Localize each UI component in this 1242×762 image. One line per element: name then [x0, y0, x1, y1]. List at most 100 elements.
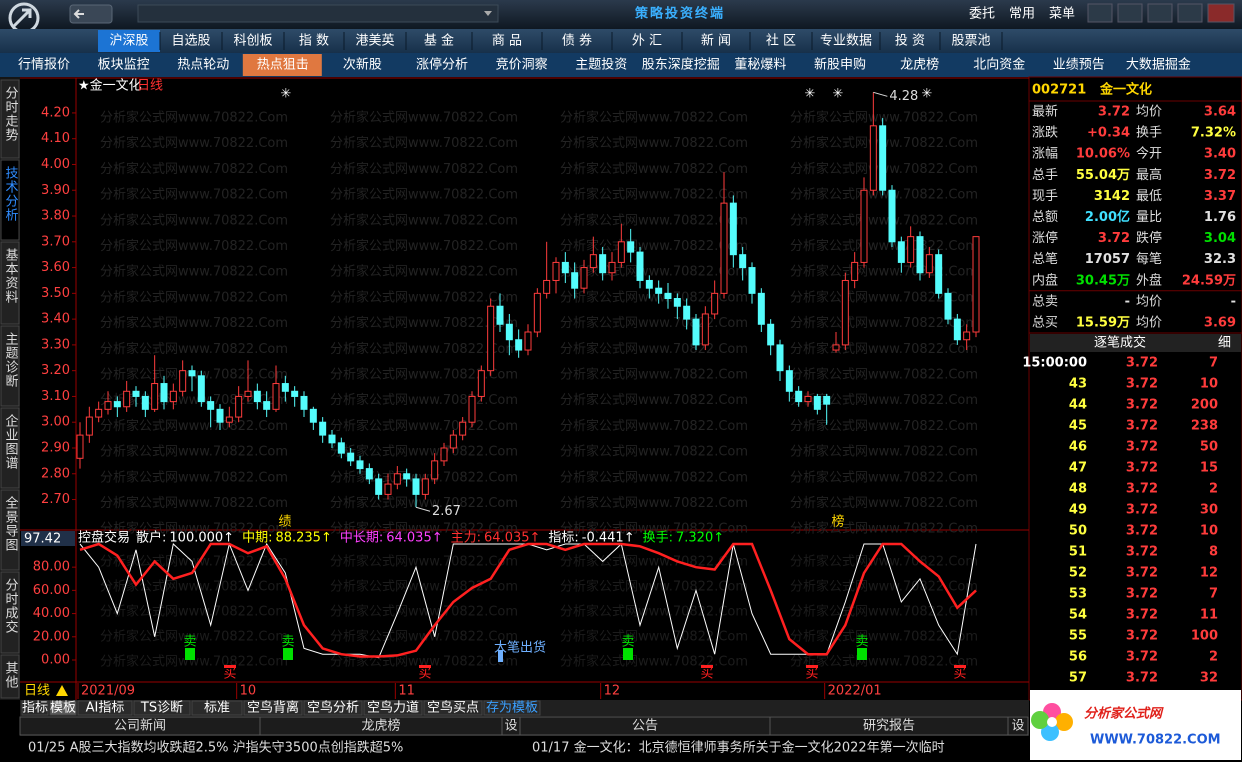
quote-value: 3142 — [1094, 189, 1130, 204]
indicator-current-box — [21, 531, 75, 546]
trade-volume: 50 — [1200, 440, 1218, 455]
candle-body — [141, 395, 149, 410]
search-box[interactable] — [137, 4, 499, 23]
window-button[interactable] — [1117, 3, 1143, 23]
signal-label: 买 — [700, 667, 713, 682]
candle-body — [645, 279, 653, 289]
tab[interactable] — [243, 700, 303, 716]
submenu-item[interactable]: 行情报价 — [18, 58, 70, 73]
tab[interactable] — [303, 700, 363, 716]
side-tab[interactable] — [0, 325, 20, 407]
logo-petal — [1041, 723, 1059, 741]
tab[interactable] — [191, 700, 243, 716]
watermark: 分析家公式网www.70822.Com — [560, 418, 748, 434]
news-tab-label: 龙虎榜 — [361, 718, 400, 734]
side-tab[interactable] — [0, 407, 20, 489]
candle-body — [487, 305, 495, 372]
menu-item[interactable]: 沪深股 — [109, 33, 148, 49]
submenu-item[interactable]: 热点狙击 — [257, 58, 309, 73]
top-menu-item[interactable]: 菜单 — [1049, 7, 1075, 22]
quote-label: 最低 — [1136, 189, 1162, 204]
menu-item[interactable]: 新 闻 — [701, 33, 731, 49]
menu-item[interactable]: 基 金 — [424, 33, 454, 49]
submenu-item[interactable]: 次新股 — [343, 57, 382, 73]
trade-volume: 2 — [1209, 482, 1218, 497]
trade-time: 56 — [1069, 650, 1087, 665]
watermark: 分析家公式网www.70822.Com — [790, 238, 978, 254]
watermark: 分析家公式网www.70822.Com — [330, 187, 518, 203]
watermark: 分析家公式网www.70822.Com — [790, 110, 978, 126]
submenu-item[interactable]: 董秘爆料 — [734, 58, 786, 73]
side-tab[interactable] — [0, 654, 20, 699]
submenu-item[interactable]: 板块监控 — [98, 58, 150, 73]
menu-item[interactable]: 外 汇 — [632, 34, 662, 49]
side-tab[interactable] — [0, 489, 20, 571]
menu-item[interactable]: 商 品 — [492, 34, 522, 49]
candle-body — [608, 261, 616, 274]
watermark: 分析家公式网www.70822.Com — [330, 579, 518, 595]
submenu-item[interactable]: 大数据掘金 — [1126, 57, 1191, 73]
watermark: 分析家公式网www.70822.Com — [790, 444, 978, 460]
trade-price: 3.72 — [1126, 482, 1158, 497]
submenu-item[interactable]: 热点轮动 — [177, 58, 229, 73]
trades-detail[interactable]: 细 — [1218, 336, 1231, 351]
submenu-item[interactable]: 主题投资 — [575, 57, 627, 73]
logo-name: 分析家公式网 — [1084, 706, 1164, 722]
tab[interactable] — [21, 700, 49, 716]
menu-item[interactable]: 社 区 — [766, 33, 796, 49]
tab-label: 标准 — [204, 701, 230, 716]
quote-value: 3.69 — [1204, 316, 1236, 331]
tab[interactable] — [363, 700, 423, 716]
submenu-item[interactable]: 北向资金 — [973, 57, 1025, 73]
watermark: 分析家公式网www.70822.Com — [560, 579, 748, 595]
y-tick-label: 2.80 — [41, 466, 70, 481]
menu-active — [98, 30, 160, 52]
tab[interactable] — [133, 700, 191, 716]
nav-buttons[interactable] — [69, 4, 113, 24]
submenu-item[interactable]: 龙虎榜 — [900, 57, 939, 73]
trade-volume: 238 — [1191, 419, 1218, 434]
submenu-item[interactable]: 新股申购 — [814, 57, 866, 73]
candle-body — [701, 313, 709, 346]
watermark: 分析家公式网www.70822.Com — [330, 238, 518, 254]
tab-label: 空鸟分析 — [307, 700, 359, 716]
menu-item[interactable]: 指 数 — [299, 34, 329, 49]
top-menu-item[interactable]: 常用 — [1009, 7, 1035, 22]
tab-label: 空鸟背离 — [247, 700, 299, 716]
submenu-item[interactable]: 股东深度挖掘 — [642, 57, 720, 73]
quote-label: 最新 — [1032, 104, 1058, 120]
logo-arrow — [12, 8, 32, 28]
event-marker: 榜 — [831, 514, 844, 530]
candle-body — [636, 251, 644, 281]
menu-item[interactable]: 专业数据 — [820, 34, 872, 49]
watermark: 分析家公式网www.70822.Com — [100, 161, 288, 177]
tab[interactable] — [77, 700, 133, 716]
side-tab[interactable] — [0, 79, 20, 159]
news-tab[interactable] — [1007, 716, 1029, 736]
menu-item[interactable]: 港美英 — [355, 34, 394, 49]
trade-volume: 30 — [1200, 503, 1218, 518]
submenu-item[interactable]: 业绩预告 — [1053, 58, 1105, 73]
side-tab[interactable] — [0, 241, 20, 325]
watermark: 分析家公式网www.70822.Com — [100, 554, 288, 570]
top-menu-item[interactable]: 委托 — [969, 7, 995, 22]
close-button[interactable] — [1207, 3, 1235, 23]
tab[interactable] — [423, 700, 483, 716]
menu-item[interactable]: 债 券 — [562, 33, 592, 49]
side-tab[interactable] — [0, 571, 20, 654]
quote-label: 总手 — [1032, 168, 1058, 183]
submenu-item[interactable]: 竞价洞察 — [496, 57, 548, 73]
window-button[interactable] — [1087, 3, 1113, 23]
submenu-item[interactable]: 涨停分析 — [416, 57, 468, 73]
menu-item[interactable]: 自选股 — [171, 34, 210, 49]
tab[interactable] — [483, 700, 541, 716]
period-label: 日线 — [24, 684, 50, 699]
window-button[interactable] — [1177, 3, 1203, 23]
menu-item[interactable]: 投 资 — [895, 33, 925, 49]
side-tab[interactable] — [0, 159, 20, 241]
window-button[interactable] — [1147, 3, 1173, 23]
tab-label: 存为模板 — [486, 701, 538, 716]
menu-item[interactable]: 科创板 — [233, 34, 272, 49]
menu-item[interactable]: 股票池 — [951, 34, 990, 49]
tab[interactable] — [49, 700, 77, 716]
